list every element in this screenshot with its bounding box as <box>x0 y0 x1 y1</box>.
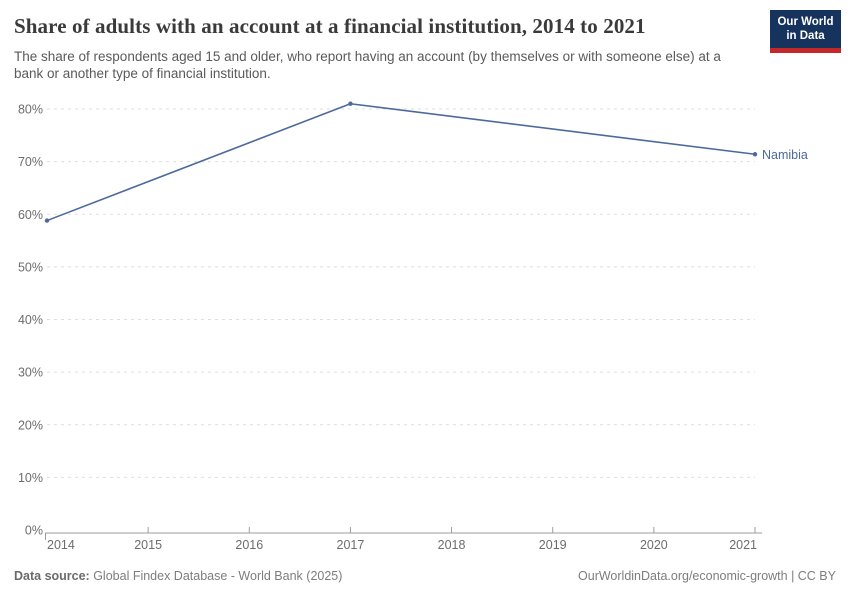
y-axis-tick-label: 30% <box>18 366 43 380</box>
data-point[interactable] <box>44 218 50 223</box>
y-axis-tick-label: 80% <box>18 103 43 117</box>
series-line <box>46 102 756 222</box>
x-axis-tick-label: 2016 <box>235 538 263 552</box>
y-axis-tick-label: 0% <box>25 524 43 538</box>
x-axis-tick-label: 2019 <box>539 538 567 552</box>
y-axis-tick-label: 40% <box>18 313 43 327</box>
y-axis-tick-label: 70% <box>18 155 43 169</box>
x-axis-tick-label: 2014 <box>47 538 75 552</box>
data-source-label: Data source: <box>14 569 90 583</box>
data-source: Data source: Global Findex Database - Wo… <box>14 569 342 583</box>
y-axis-tick-label: 50% <box>18 260 43 274</box>
x-axis-tick-label: 2015 <box>134 538 162 552</box>
x-axis-tick-label: 2018 <box>438 538 466 552</box>
y-axis-tick-label: 20% <box>18 418 43 432</box>
x-axis-tick-label: 2020 <box>640 538 668 552</box>
x-axis-tick-label: 2021 <box>729 538 757 552</box>
chart-title: Share of adults with an account at a fin… <box>14 14 646 38</box>
chart-footer: Data source: Global Findex Database - Wo… <box>14 569 836 583</box>
owid-logo-line2: in Data <box>786 30 825 42</box>
series-end-label[interactable]: Namibia <box>762 148 808 162</box>
owid-logo-line1: Our World <box>777 15 834 28</box>
credit-link[interactable]: OurWorldinData.org/economic-growth | CC … <box>578 569 836 583</box>
data-point[interactable] <box>752 152 758 157</box>
chart-subtitle: The share of respondents aged 15 and old… <box>14 49 721 81</box>
y-axis-tick-label: 10% <box>18 471 43 485</box>
x-axis-tick-label: 2017 <box>337 538 365 552</box>
owid-logo[interactable]: Our World in Data <box>770 10 841 53</box>
y-axis-tick-label: 60% <box>18 208 43 222</box>
data-point[interactable] <box>348 101 353 106</box>
data-source-text: Global Findex Database - World Bank (202… <box>89 569 343 583</box>
